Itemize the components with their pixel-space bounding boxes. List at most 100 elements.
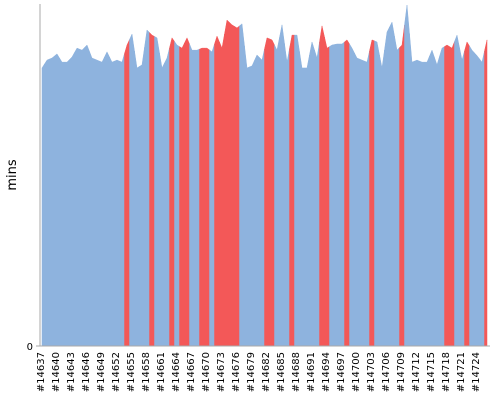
area-segment: [304, 54, 310, 347]
x-tick-label: #14655: [126, 352, 137, 392]
area-segment: [399, 25, 405, 347]
area-segment: [169, 37, 175, 347]
x-tick-label: #14667: [186, 352, 197, 392]
x-tick-label: #14721: [456, 352, 467, 392]
area-segment: [204, 47, 210, 347]
x-tick-label: #14691: [306, 352, 317, 392]
area-segment: [354, 52, 360, 347]
area-segment: [324, 36, 330, 347]
area-segment: [79, 46, 85, 347]
area-segment: [264, 37, 270, 347]
area-segment: [439, 46, 445, 347]
x-tick-label: #14643: [66, 352, 77, 392]
x-tick-label: #14679: [246, 352, 257, 392]
area-segment: [384, 26, 390, 347]
area-segment: [424, 56, 430, 347]
area-segment: [219, 34, 225, 347]
area-segment: [129, 33, 135, 347]
area-segment: [299, 51, 305, 347]
area-segment: [179, 42, 185, 347]
area-segment: [184, 37, 190, 347]
area-segment: [44, 58, 50, 347]
area-segment: [194, 48, 200, 347]
x-tick-label: #14649: [96, 352, 107, 392]
area-segment: [199, 47, 205, 347]
area-segment: [314, 41, 320, 347]
area-segment: [344, 39, 350, 347]
x-tick-label: #14682: [261, 352, 272, 392]
x-tick-label: #14712: [411, 352, 422, 392]
area-segment: [379, 49, 385, 347]
area-segment: [154, 36, 160, 347]
area-segment: [164, 47, 170, 347]
x-tick-label: #14673: [216, 352, 227, 392]
area-segment: [389, 21, 395, 347]
area-segment: [209, 43, 215, 347]
x-tick-label: #14697: [336, 352, 347, 392]
area-segment: [464, 41, 470, 347]
area-segment: [41, 63, 45, 347]
x-tick-label: #14670: [201, 352, 212, 392]
area-segment: [329, 44, 335, 347]
area-segment: [394, 36, 400, 347]
area-segment: [254, 54, 260, 347]
area-segment: [449, 41, 455, 347]
area-segment: [259, 48, 265, 347]
x-tick-label: #14703: [366, 352, 377, 392]
x-tick-label: #14706: [381, 352, 392, 392]
area-segment: [109, 56, 115, 347]
area-segment: [149, 31, 155, 347]
x-tick-label: #14658: [141, 352, 152, 392]
area-segment: [249, 60, 255, 347]
area-segment: [374, 40, 380, 347]
area-segment: [89, 51, 95, 347]
x-tick-label: #14700: [351, 352, 362, 392]
area-segment: [409, 33, 415, 347]
area-segment: [339, 41, 345, 347]
area-segment: [469, 45, 475, 347]
area-segment: [289, 34, 295, 347]
x-tick-label: #14640: [51, 352, 62, 392]
area-segment: [474, 52, 480, 347]
area-segment: [309, 41, 315, 347]
area-segment: [94, 58, 100, 347]
area-segment: [69, 51, 75, 347]
area-segment: [224, 19, 230, 347]
area-segment: [284, 43, 290, 347]
x-tick-label: #14694: [321, 352, 332, 392]
area-segment: [114, 59, 120, 347]
area-segment: [414, 59, 420, 347]
area-segment: [99, 56, 105, 347]
area-segment: [454, 34, 460, 347]
area-segment: [134, 50, 140, 347]
x-tick-label: #14724: [471, 352, 482, 392]
area-segment: [359, 58, 365, 347]
area-segment: [174, 40, 180, 347]
area-segment: [244, 45, 250, 347]
area-segment: [419, 60, 425, 347]
x-tick-label: #14664: [171, 352, 182, 392]
area-segment: [159, 52, 165, 347]
area-segment: [189, 43, 195, 347]
area-segment: [144, 29, 150, 347]
area-segment: [104, 51, 110, 347]
area-segment: [319, 25, 325, 347]
x-tick-label: #14688: [291, 352, 302, 392]
area-segment: [139, 47, 145, 347]
area-segment: [334, 43, 340, 347]
area-segment: [229, 21, 235, 347]
area-segment: [269, 38, 275, 347]
y-tick-label: 0: [27, 342, 33, 353]
area-segment: [349, 43, 355, 347]
x-tick-label: #14676: [231, 352, 242, 392]
area-segment: [74, 47, 80, 347]
area-segment: [429, 49, 435, 347]
area-segment: [49, 55, 55, 347]
area-segment: [54, 53, 60, 347]
area-segment: [369, 39, 375, 347]
x-tick-label: #14661: [156, 352, 167, 392]
area-segment: [444, 44, 450, 347]
area-segment: [484, 39, 488, 347]
area-segment: [84, 44, 90, 347]
area-segment: [59, 57, 65, 347]
